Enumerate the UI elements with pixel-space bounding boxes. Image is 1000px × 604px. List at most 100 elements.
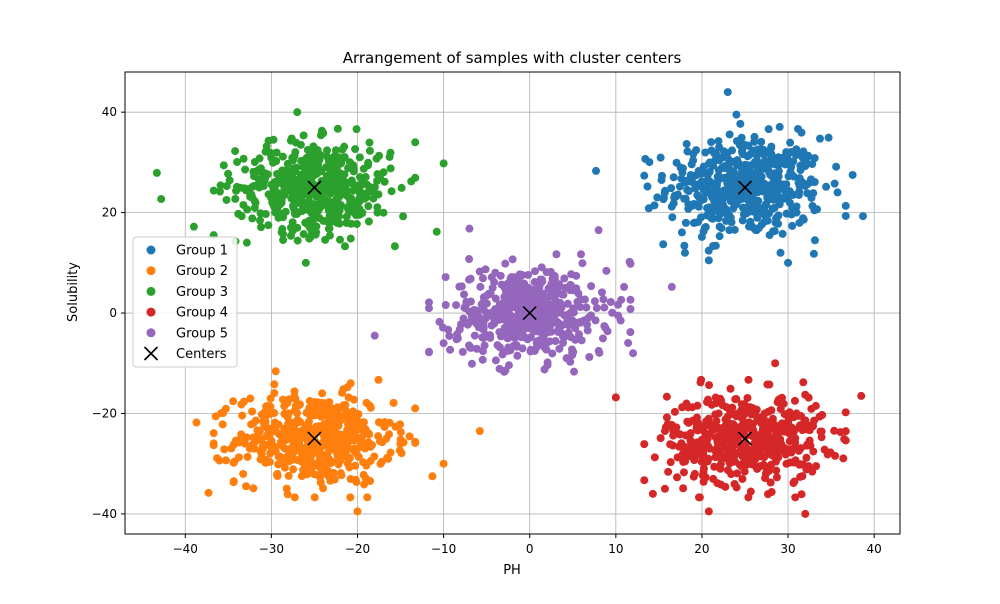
data-point — [285, 444, 294, 453]
data-point — [293, 456, 302, 465]
data-point — [809, 189, 818, 198]
data-point — [331, 146, 340, 155]
center-marker — [307, 180, 322, 195]
data-point — [269, 135, 278, 144]
data-point — [500, 284, 509, 293]
data-point — [760, 418, 769, 427]
legend-label: Group 4 — [176, 306, 228, 321]
data-point — [284, 450, 293, 459]
data-point — [479, 293, 488, 302]
data-point — [664, 467, 673, 476]
data-point — [478, 274, 487, 283]
data-point — [360, 424, 369, 433]
data-point — [791, 493, 800, 502]
data-point — [743, 393, 752, 402]
data-point — [491, 356, 500, 365]
data-point — [289, 164, 298, 173]
data-point — [832, 162, 841, 171]
data-point — [656, 153, 665, 162]
data-point — [738, 147, 747, 156]
data-point — [282, 166, 291, 175]
data-point — [250, 172, 259, 181]
data-point — [504, 343, 513, 352]
data-point — [363, 493, 372, 502]
data-point — [536, 275, 545, 284]
data-point — [733, 469, 742, 478]
data-point — [699, 162, 708, 171]
data-point — [242, 433, 251, 442]
data-point — [566, 286, 575, 295]
data-point — [746, 206, 755, 215]
data-point — [698, 177, 707, 186]
data-point — [790, 396, 799, 405]
data-point — [384, 454, 393, 463]
data-point — [818, 410, 827, 419]
data-point — [666, 458, 675, 467]
x-tick-label: 10 — [608, 542, 623, 556]
data-point — [768, 179, 777, 188]
data-point — [759, 205, 768, 214]
data-point — [567, 270, 576, 279]
data-point — [276, 452, 285, 461]
data-point — [362, 398, 371, 407]
data-point — [772, 466, 781, 475]
data-point — [360, 480, 369, 489]
data-point — [667, 184, 676, 193]
data-point — [699, 186, 708, 195]
data-point — [439, 459, 448, 468]
data-point — [336, 448, 345, 457]
data-point — [666, 440, 675, 449]
data-point — [574, 330, 583, 339]
data-point — [680, 241, 689, 250]
data-point — [512, 342, 521, 351]
data-point — [310, 427, 319, 436]
data-point — [189, 222, 198, 231]
data-point — [552, 250, 561, 259]
data-point — [243, 452, 252, 461]
data-point — [727, 470, 736, 479]
data-point — [701, 148, 710, 157]
data-point — [725, 130, 734, 139]
data-point — [275, 429, 284, 438]
data-point — [697, 232, 706, 241]
data-point — [296, 174, 305, 183]
data-point — [714, 137, 723, 146]
data-point — [330, 475, 339, 484]
data-point — [723, 88, 732, 97]
data-point — [716, 394, 725, 403]
data-point — [729, 410, 738, 419]
data-point — [697, 457, 706, 466]
data-point — [305, 396, 314, 405]
data-point — [708, 193, 717, 202]
data-point — [245, 444, 254, 453]
data-point — [389, 398, 398, 407]
x-tick-label: 0 — [526, 542, 534, 556]
data-point — [733, 156, 742, 165]
data-point — [346, 475, 355, 484]
data-point — [766, 446, 775, 455]
data-point — [239, 200, 248, 209]
series-group-5 — [370, 224, 676, 376]
data-point — [698, 471, 707, 480]
data-point — [291, 401, 300, 410]
data-point — [817, 427, 826, 436]
data-point — [517, 292, 526, 301]
data-point — [603, 327, 612, 336]
data-point — [841, 201, 850, 210]
data-point — [465, 255, 474, 264]
data-point — [239, 154, 248, 163]
data-point — [354, 452, 363, 461]
data-point — [374, 375, 383, 384]
data-point — [810, 154, 819, 163]
data-point — [769, 419, 778, 428]
data-point — [668, 213, 677, 222]
axis-ticks: −40 −30 −20 −10 0 10 20 30 40 −40 −20 0 20 40 — [92, 105, 882, 556]
data-point — [585, 353, 594, 362]
data-point — [704, 507, 713, 516]
data-point — [757, 452, 766, 461]
data-point — [675, 182, 684, 191]
data-point — [816, 134, 825, 143]
data-point — [673, 190, 682, 199]
data-point — [723, 412, 732, 421]
data-point — [753, 196, 762, 205]
